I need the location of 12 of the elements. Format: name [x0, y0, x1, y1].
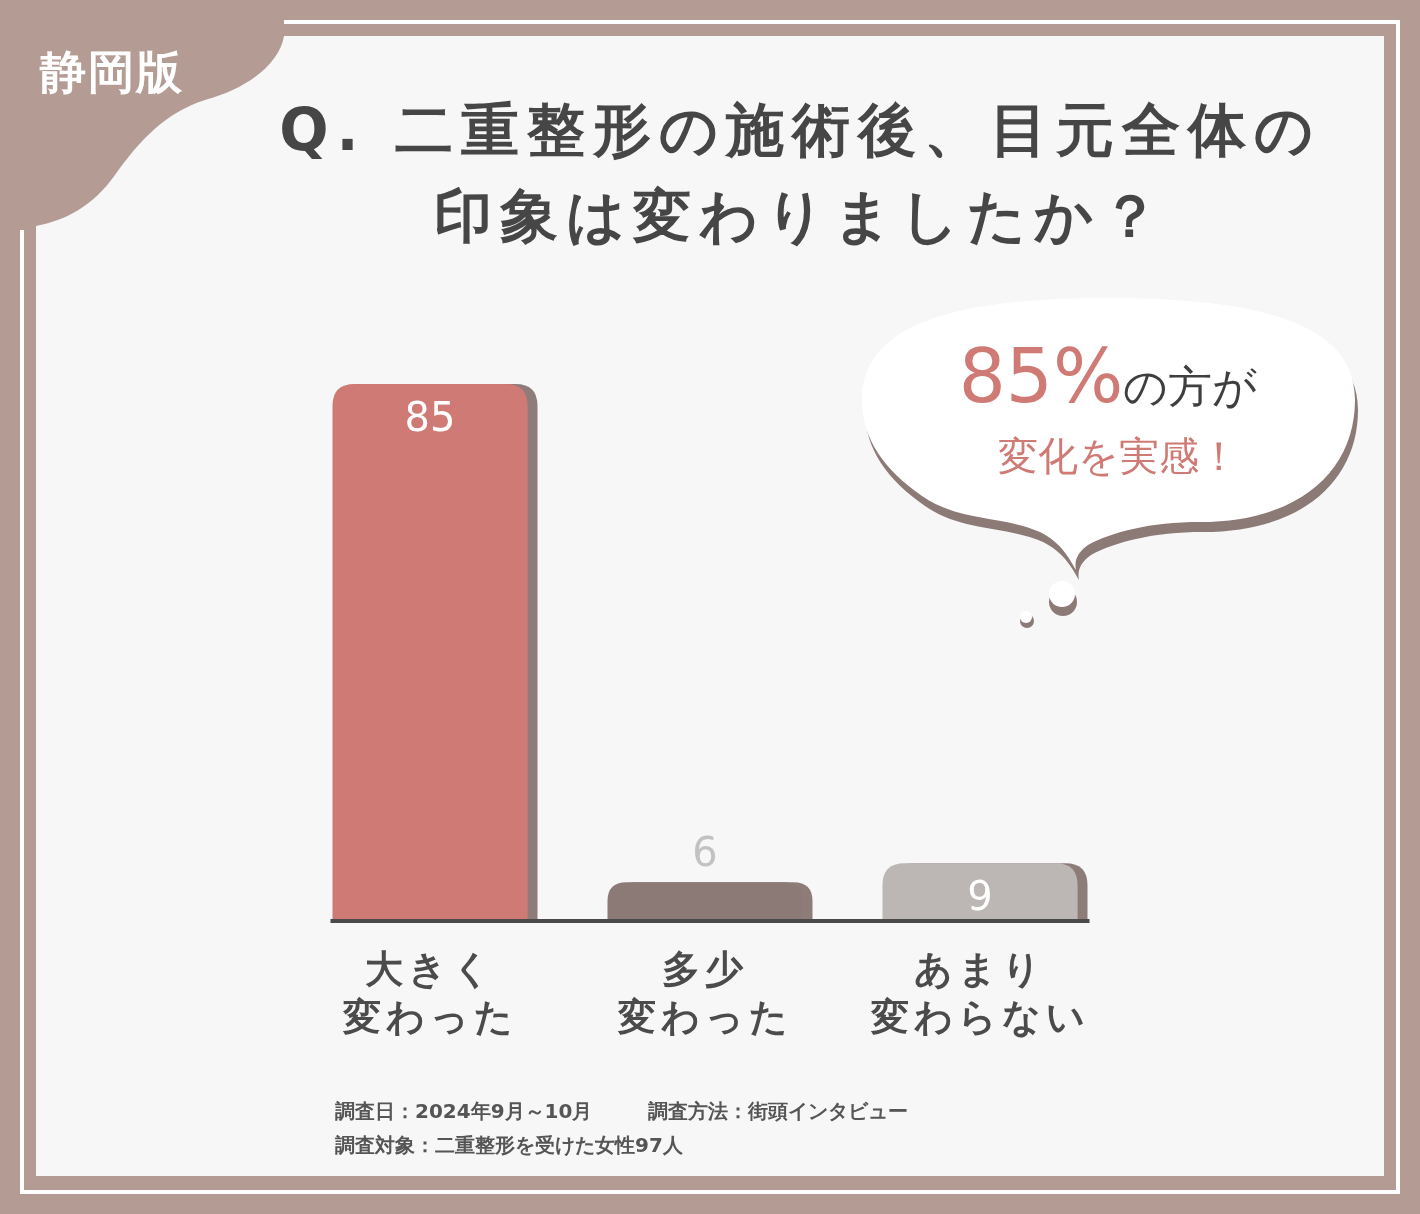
- annotation: 85%の方が: [958, 333, 1258, 419]
- text: 調査方法：街頭インタビュー: [648, 1099, 908, 1123]
- x-tick-label: 大きく変わった: [341, 947, 518, 1039]
- text: 調査日：2024年9月～10月: [335, 1099, 593, 1123]
- x-tick-label: あまり変わらない: [869, 947, 1090, 1039]
- chart-subtitle: 静岡版: [39, 45, 184, 99]
- chart-title: Q. 二重整形の施術後、目元全体の印象は変わりましたか？: [279, 96, 1321, 250]
- annotation: 変化を実感！: [997, 433, 1239, 479]
- data-label: 85: [404, 394, 456, 440]
- x-tick-label: 多少変わった: [616, 947, 793, 1039]
- data-label: 9: [967, 873, 993, 920]
- text: 調査対象：二重整形を受けた女性97人: [335, 1133, 684, 1157]
